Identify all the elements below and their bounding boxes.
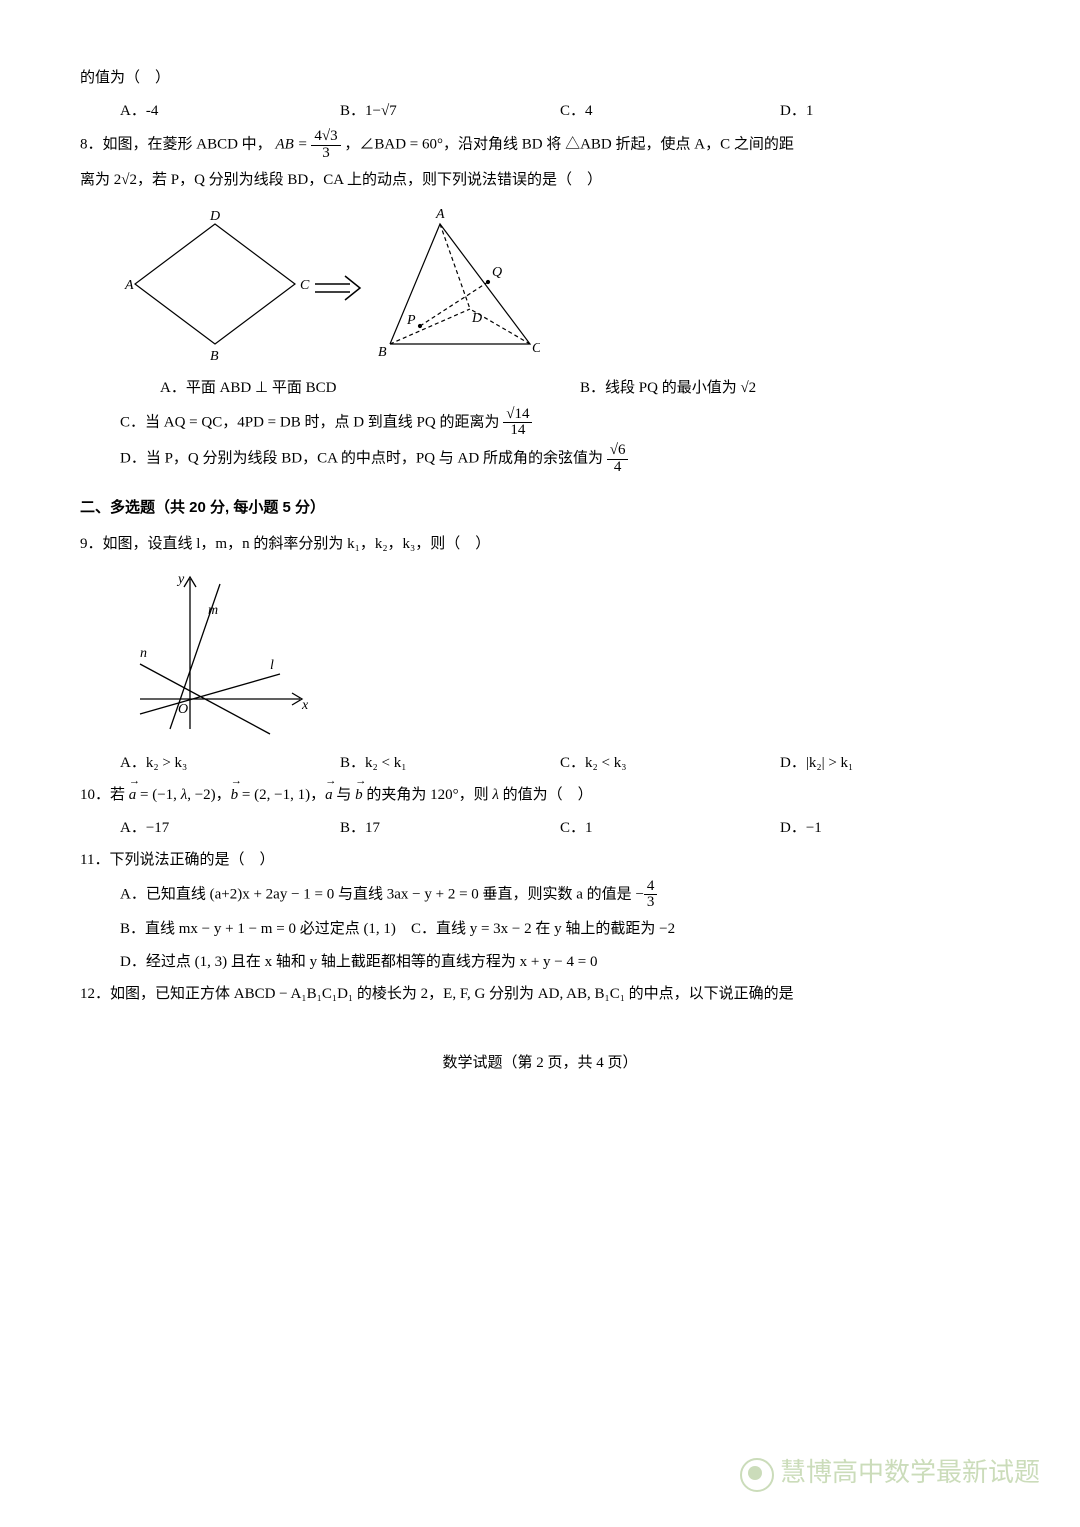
q8-fig2-c: C	[532, 341, 540, 356]
q7-b-val: 1−√7	[365, 103, 397, 119]
q8-options: A．平面 ABD ⊥ 平面 BCD B．线段 PQ 的最小值为 √2 C．当 A…	[120, 374, 1000, 476]
q7-c-val: 4	[585, 103, 593, 119]
q10-stem: 10．若 a = (−1, λ, −2)，b = (2, −1, 1)，a 与 …	[80, 781, 1000, 810]
q9-opt-d: D．|k₂| > k₁	[780, 749, 1000, 778]
q11-options: A．已知直线 (a+2)x + 2ay − 1 = 0 与直线 3ax − y …	[120, 879, 1000, 977]
q8-ab-den: 3	[311, 146, 340, 162]
q8-stem-3: 离为 2√2，若 P，Q 分别为线段 BD，CA 上的动点，则下列说法错误的是（…	[80, 166, 1000, 195]
q8-fig-label-c: C	[300, 278, 310, 293]
q9-opt-c: C．k₂ < k₃	[560, 749, 780, 778]
q8-fig2-b: B	[378, 345, 387, 360]
q9-o-label: O	[178, 702, 188, 717]
q9-x-label: x	[301, 698, 309, 713]
q11-stem: 11．下列说法正确的是（ ）	[80, 846, 1000, 875]
q7-a-val: -4	[146, 103, 159, 119]
q10-opt-c: C．1	[560, 814, 780, 843]
q7-opt-d: D．1	[780, 97, 1000, 126]
q8-ab-num: 4√3	[311, 129, 340, 146]
q11-opt-a: A．已知直线 (a+2)x + 2ay − 1 = 0 与直线 3ax − y …	[120, 879, 1000, 912]
q9-options: A．k₂ > k₃ B．k₂ < k₁ C．k₂ < k₃ D．|k₂| > k…	[120, 749, 1000, 778]
q9-y-label: y	[176, 572, 185, 587]
q9-stem: 9．如图，设直线 l，m，n 的斜率分别为 k₁，k₂，k₃，则（ ）	[80, 530, 1000, 559]
q7-opt-b: B．1−√7	[340, 97, 560, 126]
q8-figure: A B C D A B C D P Q	[120, 204, 540, 364]
q7-stem-tail: 的值为（ ）	[80, 64, 1000, 93]
q8-fig-label-b: B	[210, 349, 219, 364]
q8-opt-c: C．当 AQ = QC，4PD = DB 时，点 D 到直线 PQ 的距离为 √…	[120, 407, 1000, 440]
q7-opt-c: C．4	[560, 97, 780, 126]
q9-l-label: l	[270, 658, 274, 673]
q11-opt-d: D．经过点 (1, 3) 且在 x 轴和 y 轴上截距都相等的直线方程为 x +…	[120, 948, 1000, 977]
q8-fig2-q: Q	[492, 265, 502, 280]
watermark: 慧博高中数学最新试题	[740, 1448, 1040, 1497]
q8-ab-label: AB =	[275, 137, 307, 153]
q8-stem: 8．如图，在菱形 ABCD 中， AB = 4√3 3 ，∠BAD = 60°，…	[80, 129, 1000, 162]
q8-opt-d: D．当 P，Q 分别为线段 BD，CA 的中点时，PQ 与 AD 所成角的余弦值…	[120, 443, 1000, 476]
page-footer: 数学试题（第 2 页，共 4 页）	[80, 1049, 1000, 1078]
q7-d-val: 1	[806, 103, 814, 119]
q8-opt-a: A．平面 ABD ⊥ 平面 BCD	[160, 374, 580, 403]
q8-fig2-d: D	[471, 311, 482, 326]
q7-options: A．-4 B．1−√7 C．4 D．1	[120, 97, 1000, 126]
q8-opt-b: B．线段 PQ 的最小值为 √2	[580, 374, 1000, 403]
q8-fig-label-a: A	[124, 278, 134, 293]
q9-m-label: m	[208, 603, 218, 618]
q7-opt-a: A．-4	[120, 97, 340, 126]
q9-n-label: n	[140, 646, 147, 661]
q8-stem-1: 8．如图，在菱形 ABCD 中，	[80, 137, 272, 153]
q9-figure: x y O l m n	[120, 569, 320, 739]
q8-fig2-a: A	[435, 207, 445, 222]
q10-opt-d: D．−1	[780, 814, 1000, 843]
q11-opt-bc: B．直线 mx − y + 1 − m = 0 必过定点 (1, 1) C．直线…	[120, 915, 1000, 944]
section-2-header: 二、多选题（共 20 分, 每小题 5 分）	[80, 494, 1000, 523]
watermark-logo-icon	[740, 1458, 774, 1492]
q8-ab-frac: 4√3 3	[311, 129, 340, 162]
q8-fig-label-d: D	[209, 209, 220, 224]
q8-stem-2: ，∠BAD = 60°，沿对角线 BD 将 △ABD 折起，使点 A，C 之间的…	[344, 137, 793, 153]
q10-opt-b: B．17	[340, 814, 560, 843]
q12-stem: 12．如图，已知正方体 ABCD − A₁B₁C₁D₁ 的棱长为 2，E, F,…	[80, 980, 1000, 1009]
q8-fig2-p: P	[406, 313, 416, 328]
q10-opt-a: A．−17	[120, 814, 340, 843]
q10-options: A．−17 B．17 C．1 D．−1	[120, 814, 1000, 843]
q9-opt-b: B．k₂ < k₁	[340, 749, 560, 778]
